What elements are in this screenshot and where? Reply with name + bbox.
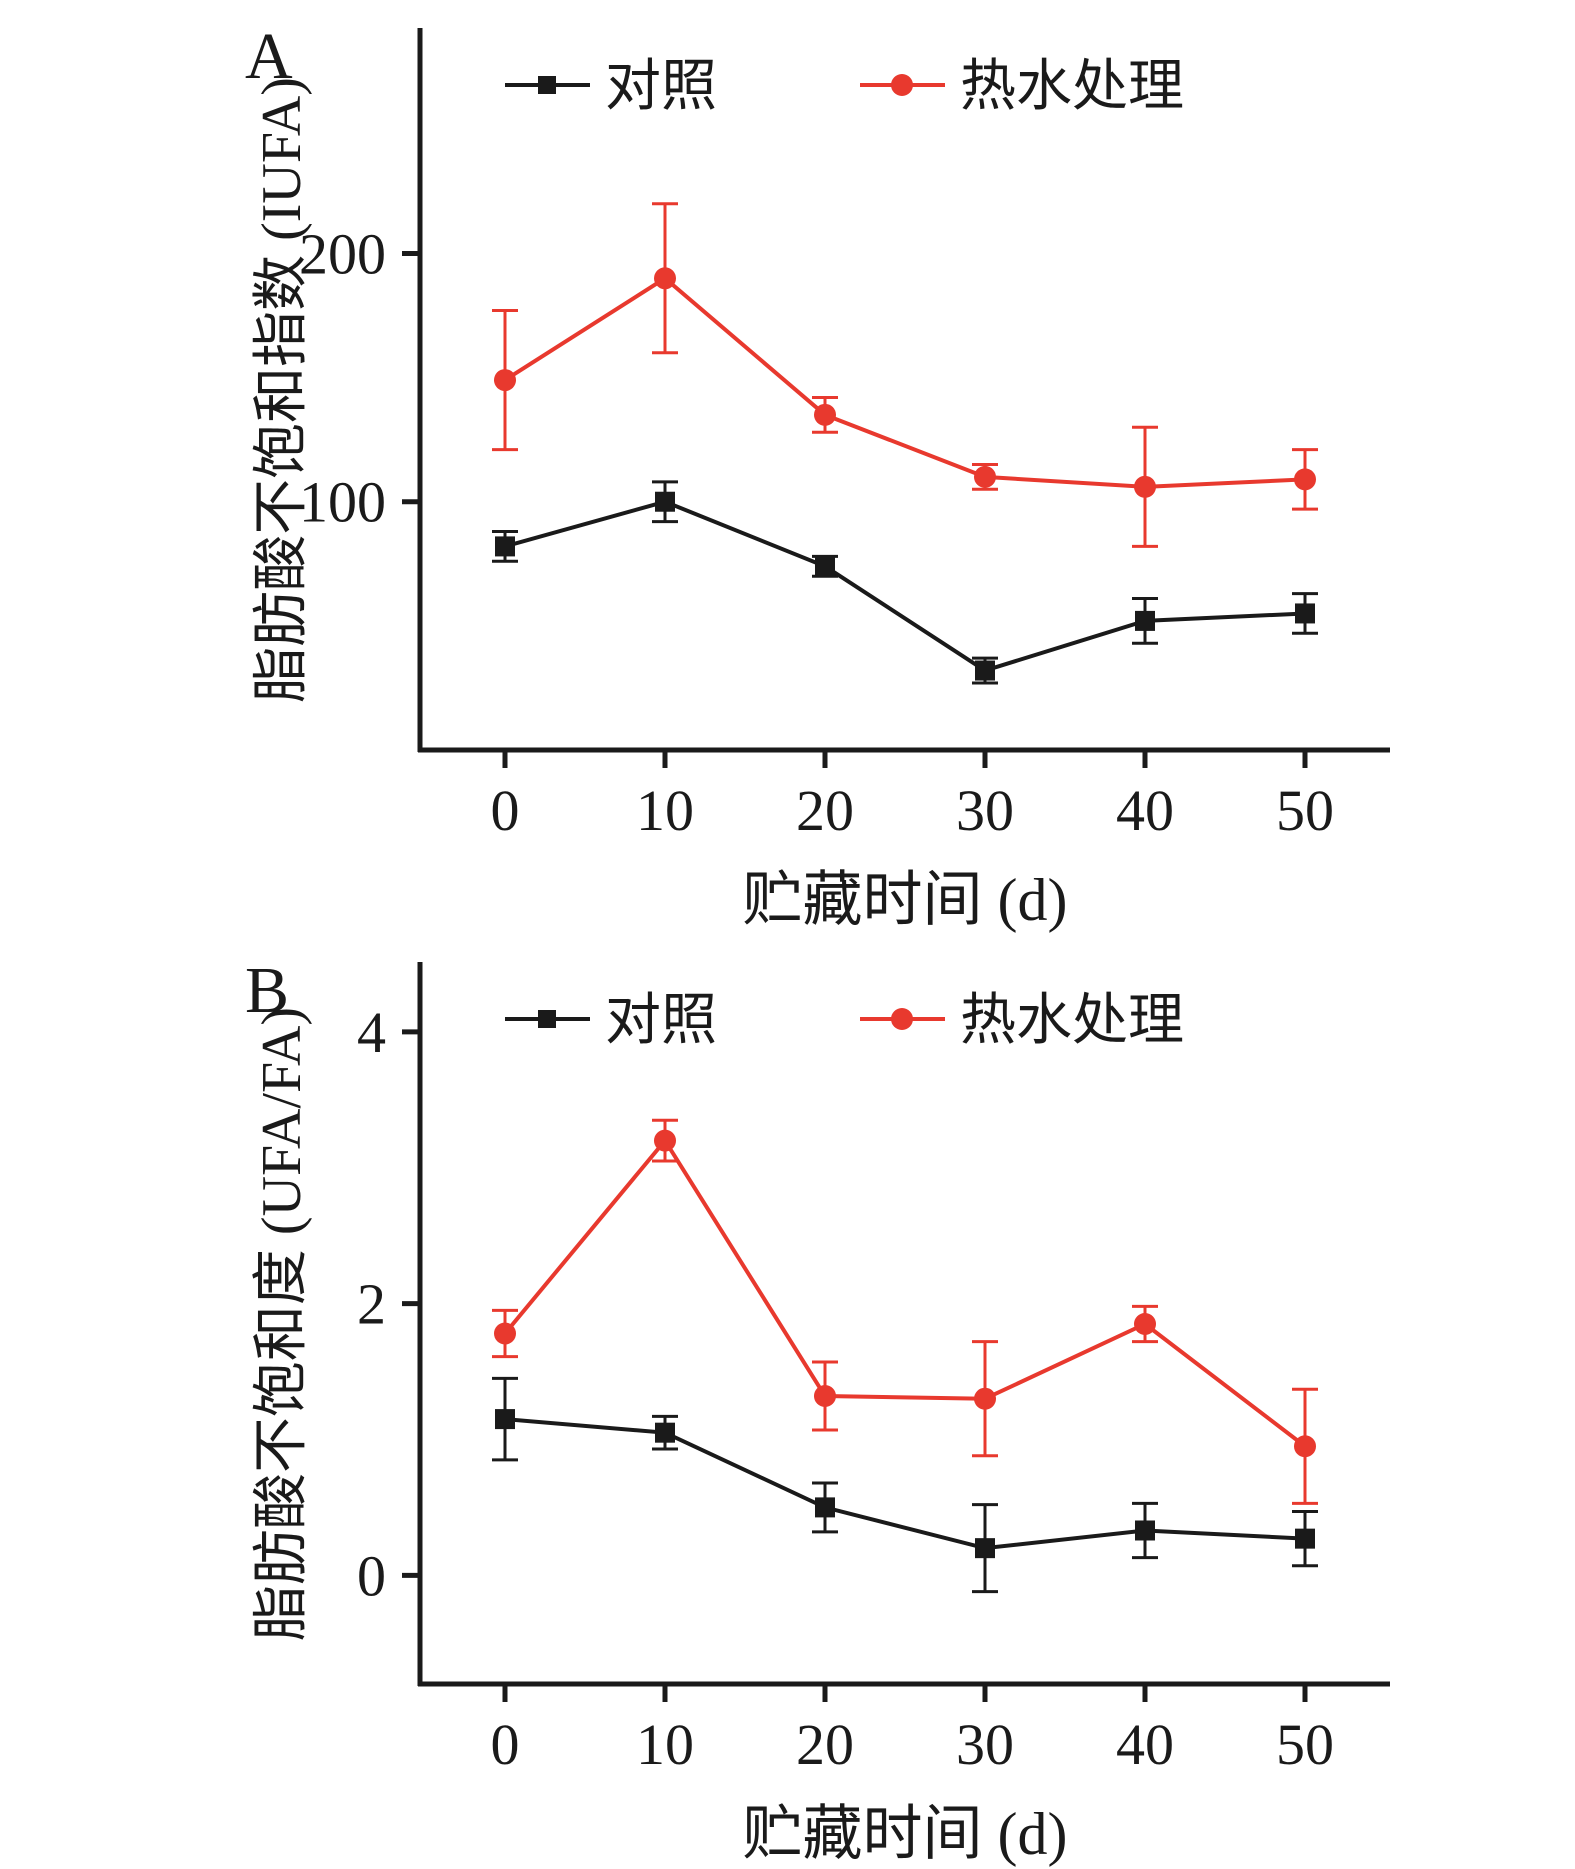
x-tick-label: 30 xyxy=(956,778,1014,843)
data-marker-circle xyxy=(1134,475,1156,498)
data-marker-square xyxy=(815,556,835,577)
x-tick-label: 50 xyxy=(1276,1712,1334,1777)
data-marker-square xyxy=(495,536,515,557)
data-marker-square xyxy=(975,660,995,681)
x-axis-title: 贮藏时间 (d) xyxy=(743,867,1068,933)
data-marker-circle xyxy=(1294,468,1316,491)
panel-a-chart: A 100 200 0 10 20 30 40 50 贮藏时间 (d) 脂肪酸不饱和指数 (IUFA… xyxy=(0,0,1575,934)
legend-label: 热水处理 xyxy=(960,56,1184,118)
data-marker-circle xyxy=(1134,1313,1156,1335)
data-marker-square xyxy=(815,1497,835,1518)
legend-marker-circle xyxy=(891,1008,913,1030)
x-tick-label: 10 xyxy=(636,1712,694,1777)
data-marker-square xyxy=(975,1538,995,1559)
data-marker-square xyxy=(495,1409,515,1430)
data-marker-square xyxy=(655,491,675,512)
data-marker-circle xyxy=(814,1385,836,1407)
x-tick-label: 0 xyxy=(491,778,520,843)
series-line xyxy=(503,1137,1307,1448)
data-marker-circle xyxy=(654,1129,676,1152)
y-axis-title: 脂肪酸不饱和指数 (IUFA) xyxy=(251,77,313,703)
x-tick-label: 50 xyxy=(1276,778,1334,843)
y-tick-label: 2 xyxy=(357,1272,386,1337)
data-marker-square xyxy=(1295,603,1315,624)
panel-b-chart: B 0 2 4 0 10 20 30 40 50 贮藏时间 (d) 脂肪酸不饱和度 (UFA/FA) 对… xyxy=(0,934,1575,1868)
y-tick-label: 100 xyxy=(299,470,386,535)
x-tick-label: 20 xyxy=(796,1712,854,1777)
y-axis-title: 脂肪酸不饱和度 (UFA/FA) xyxy=(251,1007,313,1641)
x-tick-label: 10 xyxy=(636,778,694,843)
data-marker-square xyxy=(1295,1528,1315,1549)
x-tick-label: 20 xyxy=(796,778,854,843)
data-marker-circle xyxy=(494,369,516,392)
series-line xyxy=(504,1417,1306,1551)
legend-label: 热水处理 xyxy=(960,990,1184,1052)
chart-svg: A 100 200 0 10 20 30 40 50 贮藏时间 (d) 脂肪酸不饱和指数 (IUFA… xyxy=(245,20,1390,933)
x-tick-label: 40 xyxy=(1116,778,1174,843)
legend-label: 对照 xyxy=(605,990,717,1052)
data-marker-circle xyxy=(1294,1435,1316,1458)
y-tick-label: 200 xyxy=(299,221,386,286)
panel-letter: A xyxy=(245,20,293,93)
data-marker-square xyxy=(1135,1520,1155,1541)
x-axis-title: 贮藏时间 (d) xyxy=(743,1801,1068,1867)
legend-marker-square xyxy=(538,76,556,94)
legend-marker-square xyxy=(538,1010,556,1028)
x-tick-label: 0 xyxy=(491,1712,520,1777)
data-marker-circle xyxy=(974,1387,996,1410)
panel-letter: B xyxy=(245,954,289,1027)
data-marker-circle xyxy=(494,1322,516,1345)
x-tick-label: 40 xyxy=(1116,1712,1174,1777)
data-marker-circle xyxy=(814,403,836,426)
series-line xyxy=(504,499,1306,673)
legend-marker-circle xyxy=(891,74,913,96)
data-marker-circle xyxy=(654,267,676,290)
y-tick-label: 4 xyxy=(357,1000,386,1065)
y-tick-label: 0 xyxy=(357,1543,386,1608)
data-marker-square xyxy=(655,1422,675,1443)
series-line xyxy=(503,275,1306,489)
x-tick-label: 30 xyxy=(956,1712,1014,1777)
data-marker-square xyxy=(1135,610,1155,631)
legend-label: 对照 xyxy=(605,56,717,118)
data-marker-circle xyxy=(974,465,996,488)
